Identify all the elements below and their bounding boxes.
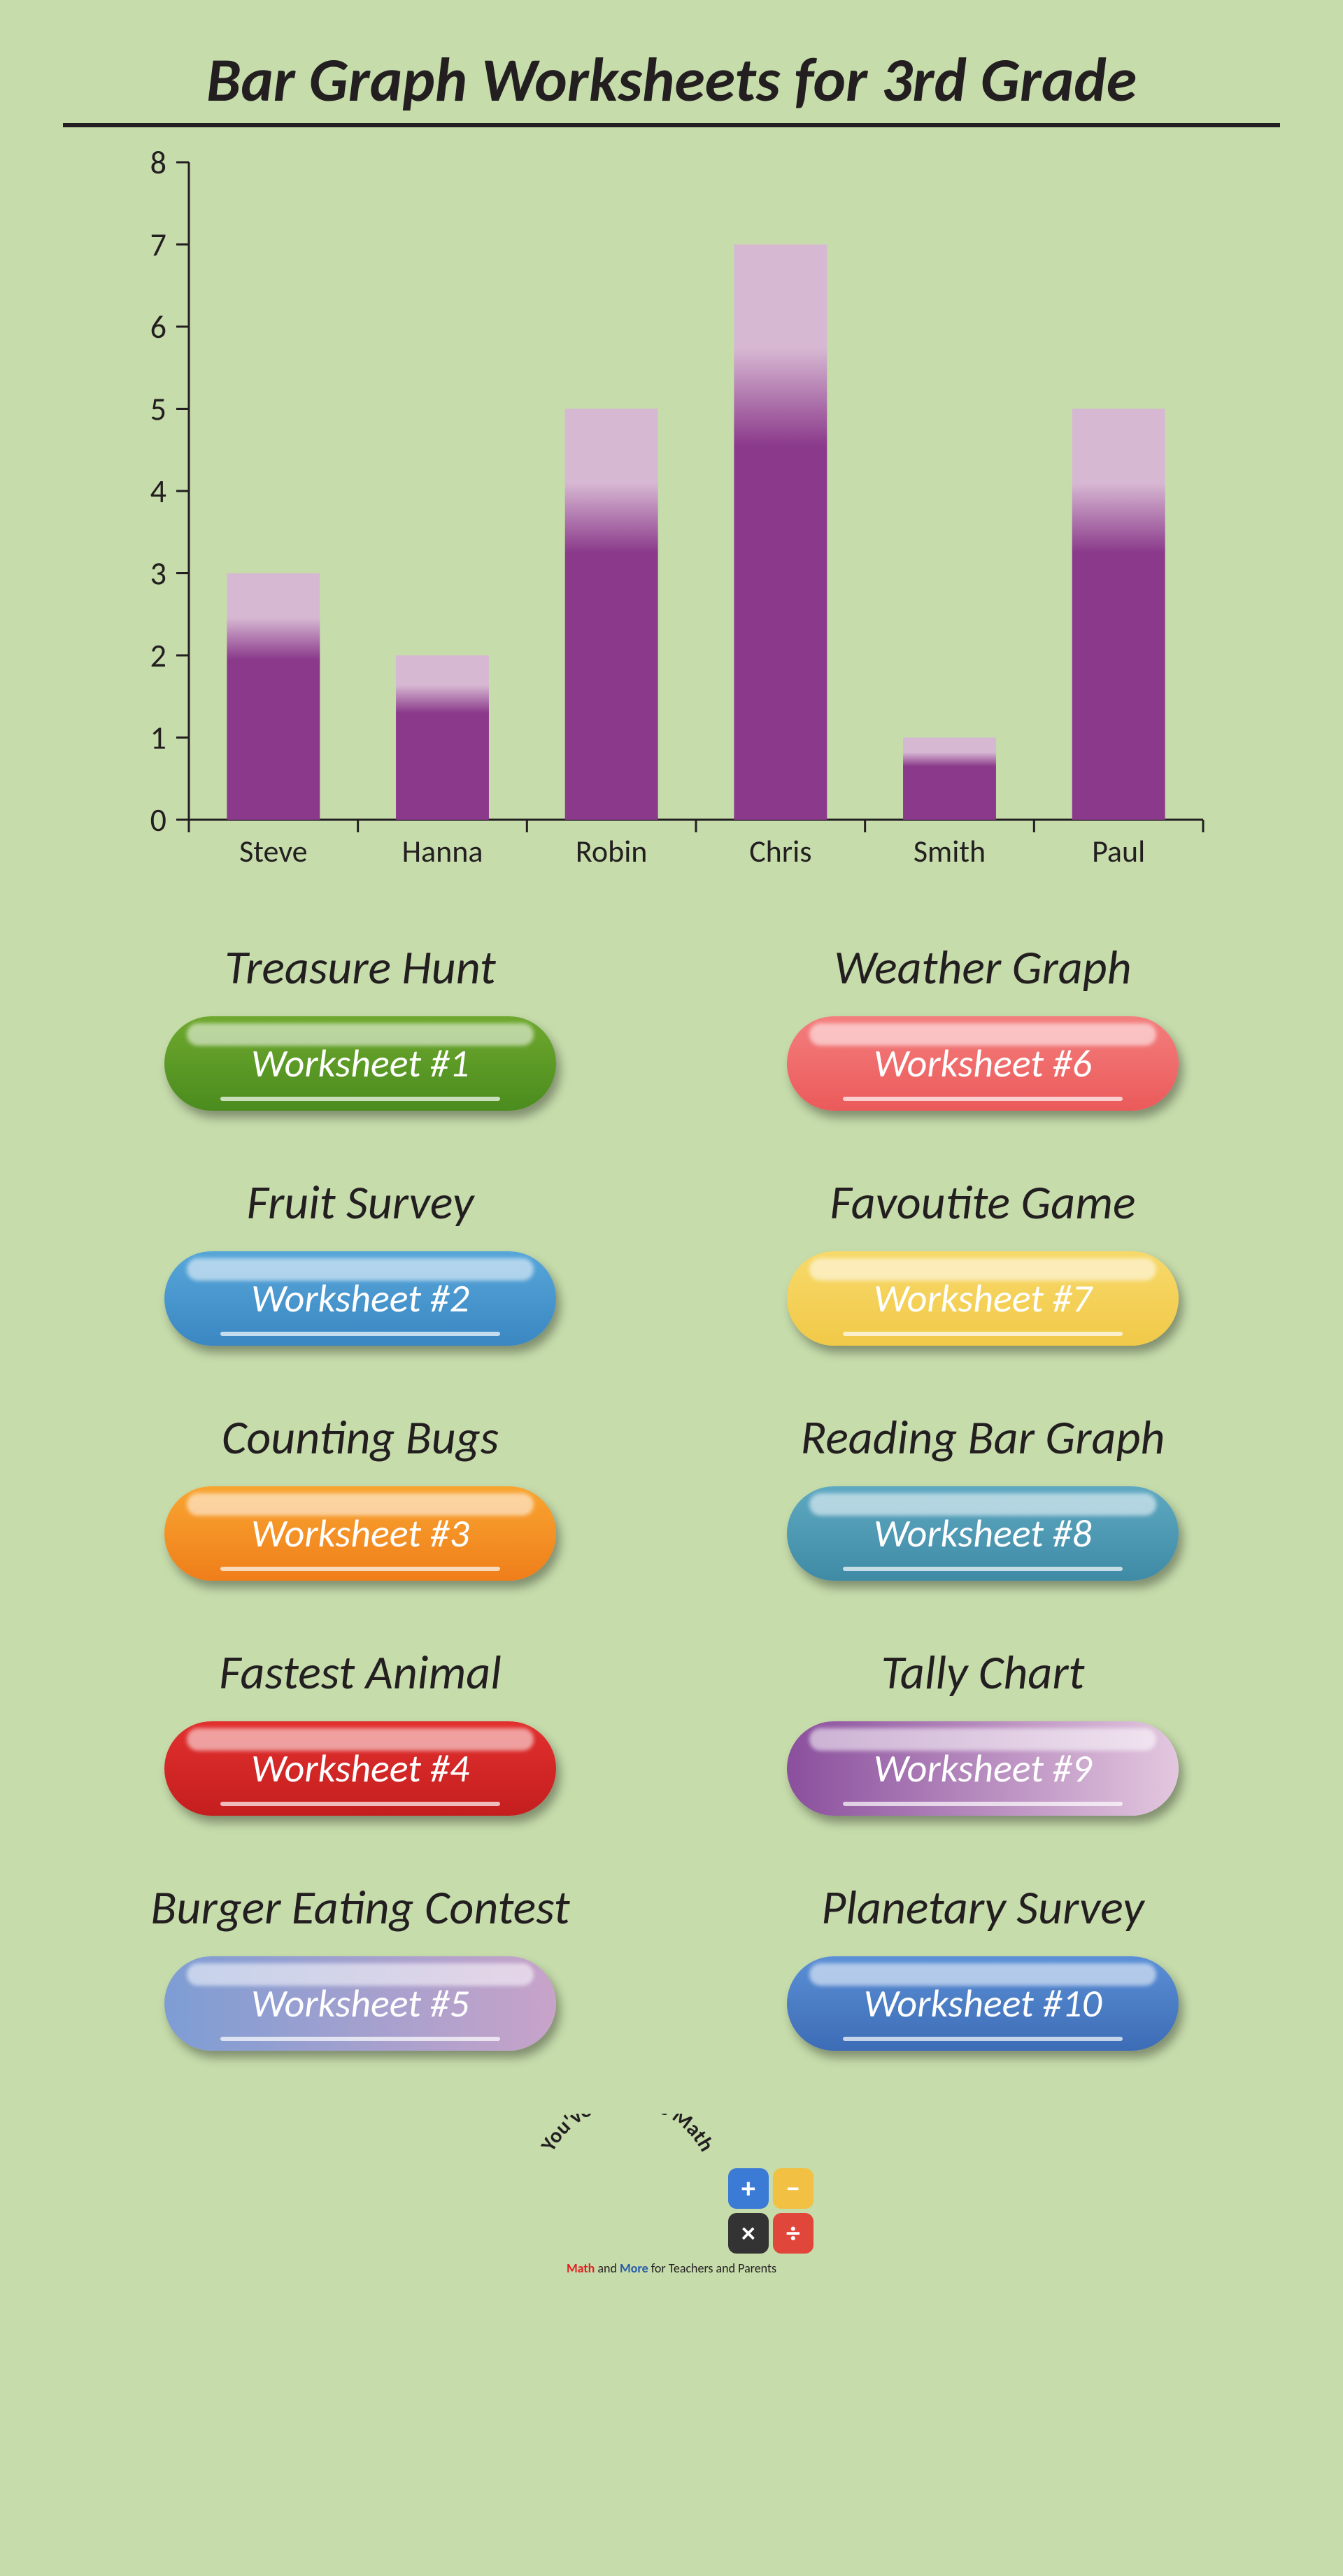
svg-text:Paul: Paul [1092, 832, 1145, 870]
svg-text:5: 5 [150, 390, 166, 429]
worksheet-cell: Planetary Survey Worksheet #10 [713, 1879, 1252, 2051]
svg-text:7: 7 [150, 226, 166, 265]
worksheet-button[interactable]: Worksheet #10 [787, 1956, 1179, 2051]
svg-text:Steve: Steve [239, 832, 308, 870]
svg-text:4: 4 [150, 472, 166, 511]
worksheet-button[interactable]: Worksheet #4 [164, 1721, 556, 1816]
worksheet-cell: Burger Eating Contest Worksheet #5 [91, 1879, 630, 2051]
worksheet-title: Counting Bugs [91, 1409, 630, 1467]
worksheet-button-label: Worksheet #3 [251, 1510, 469, 1558]
svg-text:3: 3 [150, 555, 166, 594]
worksheet-title: Fruit Survey [91, 1174, 630, 1232]
worksheet-title: Fastest Animal [91, 1644, 630, 1702]
worksheet-button[interactable]: Worksheet #5 [164, 1956, 556, 2051]
page-title: Bar Graph Worksheets for 3rd Grade [63, 42, 1280, 127]
svg-text:Smith: Smith [914, 832, 986, 870]
logo-tile: − [773, 2168, 813, 2209]
worksheet-cell: Fastest Animal Worksheet #4 [91, 1644, 630, 1816]
worksheet-button-label: Worksheet #1 [251, 1040, 469, 1088]
worksheet-title: Reading Bar Graph [713, 1409, 1252, 1467]
worksheet-title: Favoutite Game [713, 1174, 1252, 1232]
worksheet-button-label: Worksheet #5 [251, 1980, 469, 2028]
worksheet-cell: Fruit Survey Worksheet #2 [91, 1174, 630, 1346]
worksheet-title: Planetary Survey [713, 1879, 1252, 1937]
worksheet-button-label: Worksheet #2 [251, 1275, 469, 1323]
worksheet-cell: Reading Bar Graph Worksheet #8 [713, 1409, 1252, 1581]
svg-text:2: 2 [150, 636, 166, 676]
worksheet-button[interactable]: Worksheet #1 [164, 1016, 556, 1111]
worksheet-title: Burger Eating Contest [91, 1879, 630, 1937]
worksheet-button[interactable]: Worksheet #2 [164, 1251, 556, 1346]
svg-text:You've Got This Math: You've Got This Math [535, 2114, 720, 2156]
worksheet-cell: Weather Graph Worksheet #6 [713, 939, 1252, 1111]
worksheet-button[interactable]: Worksheet #9 [787, 1721, 1179, 1816]
worksheet-button-label: Worksheet #7 [874, 1275, 1092, 1323]
bar-chart: 0 1 2 3 4 5 6 7 8 Steve Hanna Robin Chris Smith Paul [112, 148, 1231, 883]
worksheet-button-label: Worksheet #6 [874, 1040, 1092, 1088]
worksheet-button-label: Worksheet #8 [874, 1510, 1092, 1558]
svg-text:6: 6 [150, 308, 166, 347]
worksheet-title: Treasure Hunt [91, 939, 630, 997]
worksheet-button[interactable]: Worksheet #3 [164, 1486, 556, 1581]
worksheet-button-label: Worksheet #4 [251, 1745, 469, 1793]
svg-text:8: 8 [150, 148, 166, 183]
worksheet-title: Weather Graph [713, 939, 1252, 997]
logo-tile: + [728, 2168, 769, 2209]
worksheet-cell: Treasure Hunt Worksheet #1 [91, 939, 630, 1111]
worksheet-button[interactable]: Worksheet #7 [787, 1251, 1179, 1346]
worksheet-button[interactable]: Worksheet #6 [787, 1016, 1179, 1111]
svg-text:0: 0 [150, 801, 166, 840]
worksheet-cell: Counting Bugs Worksheet #3 [91, 1409, 630, 1581]
worksheet-cell: Tally Chart Worksheet #9 [713, 1644, 1252, 1816]
worksheet-button-label: Worksheet #10 [864, 1980, 1102, 2028]
worksheet-button[interactable]: Worksheet #8 [787, 1486, 1179, 1581]
worksheet-button-label: Worksheet #9 [874, 1745, 1092, 1793]
footer-tagline: Math and More for Teachers and Parents [63, 2261, 1280, 2276]
worksheet-title: Tally Chart [713, 1644, 1252, 1702]
svg-text:Robin: Robin [576, 832, 648, 870]
worksheet-cell: Favoutite Game Worksheet #7 [713, 1174, 1252, 1346]
svg-text:Chris: Chris [749, 832, 811, 870]
footer-logo: You've Got This Math +−×÷ Math and More … [63, 2114, 1280, 2276]
worksheet-buttons: Treasure Hunt Worksheet #1 Weather Graph Wo… [63, 939, 1280, 2051]
logo-tile: × [728, 2213, 769, 2254]
svg-text:Hanna: Hanna [402, 832, 483, 870]
logo-tile: ÷ [773, 2213, 813, 2254]
svg-text:1: 1 [150, 719, 166, 758]
